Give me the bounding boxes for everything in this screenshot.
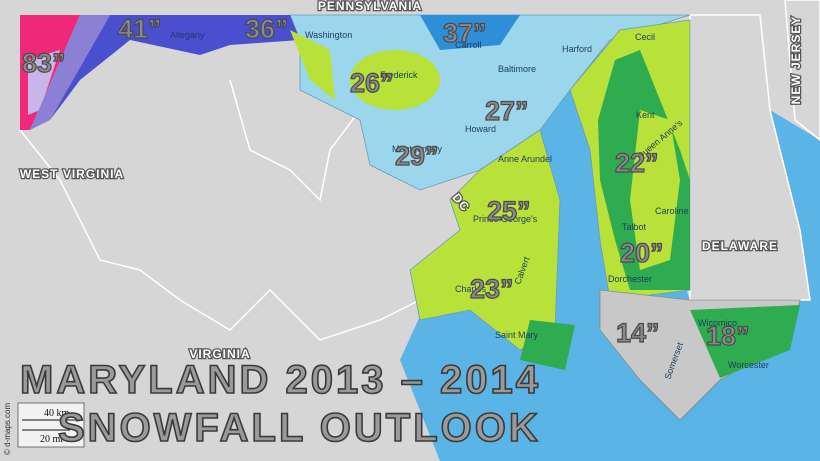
state-label: NEW JERSEY bbox=[789, 16, 803, 105]
county-label: Harford bbox=[562, 44, 592, 54]
snowfall-label: 23” bbox=[470, 274, 514, 304]
zone-lavender bbox=[28, 50, 60, 115]
zone-lime bbox=[409, 129, 561, 351]
scale-label: 20 mi bbox=[40, 434, 63, 445]
snowfall-label: 37” bbox=[443, 18, 487, 48]
snowfall-label: 41” bbox=[118, 14, 162, 44]
zone-green bbox=[690, 305, 800, 378]
county-label: Washington bbox=[305, 30, 352, 40]
county-label: Carroll bbox=[455, 40, 482, 50]
county-label: Baltimore bbox=[498, 64, 536, 74]
county-label: Dorchester bbox=[608, 274, 652, 284]
scale-box bbox=[17, 402, 85, 448]
state-border bbox=[19, 129, 421, 341]
title-line: SNOWFALL OUTLOOK bbox=[58, 406, 541, 450]
state-label: WEST VIRGINIA bbox=[20, 167, 124, 181]
snowfall-label: 29” bbox=[395, 141, 439, 171]
snowfall-label: 83” bbox=[22, 48, 66, 78]
snowfall-label: 27” bbox=[485, 96, 529, 126]
county-label: Charles bbox=[455, 284, 487, 294]
county-label: Wicomico bbox=[698, 318, 737, 328]
county-label: Prince George's bbox=[473, 214, 538, 224]
state-label: VIRGINIA bbox=[189, 347, 250, 361]
county-label: Caroline bbox=[655, 206, 689, 216]
county-label: Howard bbox=[465, 124, 496, 134]
title-line: MARYLAND 2013 – 2014 bbox=[20, 358, 541, 402]
zone-lime bbox=[350, 50, 440, 110]
zone-green bbox=[520, 320, 575, 370]
county-label: Kent bbox=[636, 110, 655, 120]
snowfall-label: 14” bbox=[616, 318, 660, 348]
snowfall-label: 20” bbox=[620, 238, 664, 268]
zone-purple bbox=[30, 15, 110, 130]
zone-lime bbox=[290, 30, 335, 100]
snowfall-label: 18” bbox=[706, 321, 750, 351]
county-label: Anne Arundel bbox=[498, 154, 552, 164]
credit: © d-maps.com bbox=[3, 403, 12, 455]
zone-blue bbox=[50, 15, 300, 120]
county-label: Cecil bbox=[635, 32, 655, 42]
county-label: Saint Mary bbox=[495, 330, 539, 340]
county-label: Worcester bbox=[728, 360, 769, 370]
county-label: Montgomery bbox=[392, 144, 443, 154]
state-label: DELAWARE bbox=[702, 239, 778, 253]
snowfall-label: 36” bbox=[245, 14, 289, 44]
snowfall-label: 26” bbox=[350, 68, 394, 98]
zone-dark-blue bbox=[420, 15, 520, 50]
new-jersey-land bbox=[784, 0, 820, 141]
state-border bbox=[229, 79, 361, 202]
scale-label: 40 km bbox=[44, 408, 70, 419]
snowfall-label: 25” bbox=[487, 196, 531, 226]
county-label: Talbot bbox=[622, 222, 647, 232]
state-label: PENNSYLVANIA bbox=[318, 0, 422, 13]
county-label: Allegany bbox=[170, 30, 205, 40]
county-label: Frederick bbox=[380, 70, 418, 80]
snowfall-label: 22” bbox=[615, 148, 659, 178]
zone-lime bbox=[630, 110, 680, 270]
